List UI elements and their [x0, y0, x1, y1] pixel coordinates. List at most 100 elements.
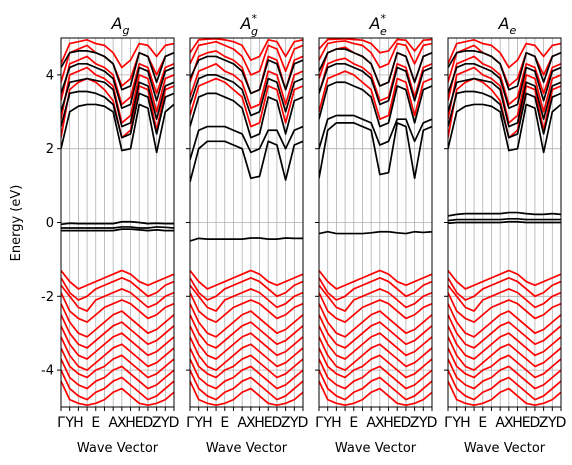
band-red	[319, 336, 432, 371]
x-tick-label: H	[512, 415, 523, 431]
bands-group	[190, 38, 303, 407]
x-tick-label: X	[246, 415, 256, 431]
band-black	[448, 62, 561, 109]
band-black	[319, 114, 432, 149]
x-tick-label: E	[349, 415, 358, 431]
band-black	[190, 237, 303, 242]
x-tick-label: E	[393, 415, 402, 431]
x-axis-label: Wave Vector	[335, 441, 417, 456]
band-red	[319, 38, 432, 54]
band-black	[448, 103, 561, 154]
y-tick-label: -2	[41, 290, 54, 305]
x-tick-label: H	[331, 415, 342, 431]
band-red	[61, 347, 174, 379]
band-red	[319, 314, 432, 349]
band-red	[61, 303, 174, 338]
band-black	[190, 55, 303, 95]
x-tick-label: Y	[451, 415, 461, 431]
x-tick-label: X	[504, 415, 514, 431]
x-tick-label: Y	[289, 415, 299, 431]
x-tick-label: D	[556, 415, 567, 431]
x-axis-label: Wave Vector	[77, 441, 159, 456]
band-black	[61, 62, 174, 109]
band-black	[319, 48, 432, 87]
x-tick-label: D	[169, 415, 180, 431]
band-red	[61, 314, 174, 349]
band-red	[190, 325, 303, 360]
x-axis-label: Wave Vector	[206, 441, 288, 456]
band-black	[319, 122, 432, 180]
y-tick-label: 2	[46, 142, 54, 157]
band-black	[319, 62, 432, 106]
band-red	[448, 277, 561, 301]
band-red	[319, 303, 432, 338]
x-tick-label: H	[202, 415, 213, 431]
x-tick-label: E	[264, 415, 273, 431]
band-red	[190, 269, 303, 290]
panel-title: Ag	[111, 14, 130, 37]
band-red	[61, 292, 174, 323]
band-black	[448, 90, 561, 139]
band-black	[319, 230, 432, 235]
band-black	[190, 125, 303, 161]
x-tick-label: Y	[322, 415, 332, 431]
band-red	[190, 380, 303, 407]
band-red	[190, 62, 303, 109]
band-red	[61, 325, 174, 360]
band-red	[190, 284, 303, 312]
band-red	[319, 369, 432, 401]
x-tick-label: E	[478, 415, 487, 431]
x-tick-label: H	[460, 415, 471, 431]
band-black	[61, 50, 174, 91]
band-red	[190, 40, 303, 76]
band-red	[319, 292, 432, 323]
x-tick-label: D	[143, 415, 154, 431]
band-red	[448, 325, 561, 360]
x-tick-label: Y	[418, 415, 428, 431]
bands-group	[319, 38, 432, 407]
x-tick-label: Z	[281, 415, 291, 431]
x-tick-label: Y	[64, 415, 74, 431]
x-tick-label: Z	[152, 415, 162, 431]
band-red	[190, 303, 303, 338]
band-red	[61, 369, 174, 401]
band-black	[61, 220, 174, 226]
band-red	[448, 358, 561, 390]
x-tick-label: A	[237, 415, 247, 431]
band-red	[190, 38, 303, 61]
x-tick-label: A	[495, 415, 505, 431]
band-black	[61, 226, 174, 229]
band-black	[190, 74, 303, 117]
band-red	[319, 40, 432, 69]
band-red	[190, 292, 303, 323]
band-red	[319, 277, 432, 301]
band-red	[319, 325, 432, 360]
band-red	[448, 369, 561, 401]
x-tick-label: H	[73, 415, 84, 431]
band-red	[319, 70, 432, 121]
band-black	[448, 217, 561, 222]
band-red	[61, 336, 174, 371]
band-red	[61, 277, 174, 301]
x-tick-label: X	[117, 415, 127, 431]
x-tick-label: H	[125, 415, 136, 431]
x-tick-label: Γ	[315, 415, 323, 431]
y-tick-label: 4	[46, 68, 54, 83]
band-red	[61, 380, 174, 407]
band-red	[319, 284, 432, 312]
x-tick-label: E	[220, 415, 229, 431]
x-tick-label: A	[108, 415, 118, 431]
x-tick-label: E	[522, 415, 531, 431]
band-red	[448, 292, 561, 323]
panel-title: A* e	[369, 12, 387, 38]
band-red	[190, 347, 303, 379]
band-red	[448, 314, 561, 349]
band-red	[448, 284, 561, 312]
band-red	[61, 39, 174, 69]
band-black	[319, 81, 432, 128]
band-black	[190, 140, 303, 183]
